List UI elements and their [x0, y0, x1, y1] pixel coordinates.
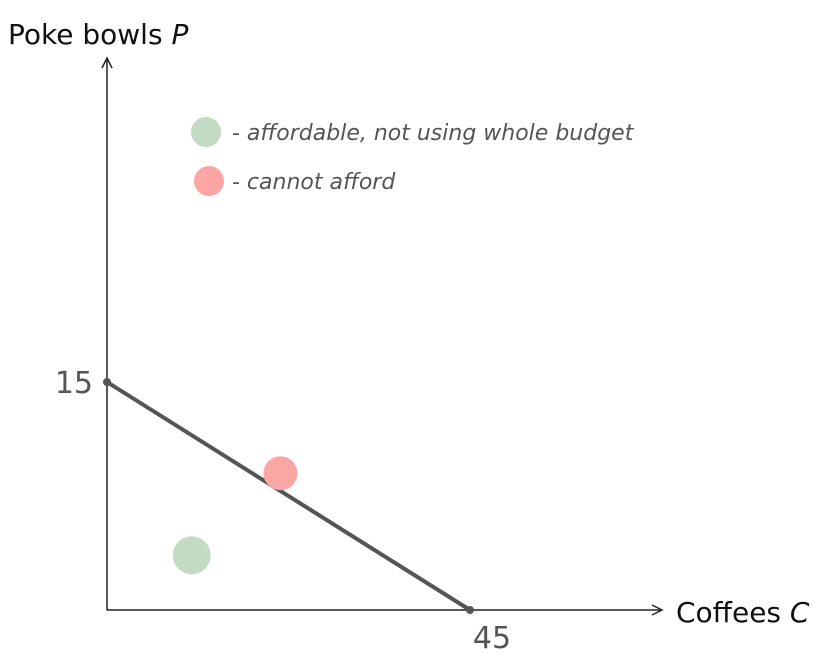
y-tick-label: 15: [55, 366, 93, 401]
x-axis-arrow: [651, 604, 664, 616]
x-intercept-point: [466, 606, 474, 614]
legend-swatch-affordable: [191, 117, 221, 147]
legend-swatch-cannot-afford: [194, 166, 224, 196]
axes: [101, 56, 664, 616]
legend-label-affordable: - affordable, not using whole budget: [232, 121, 635, 146]
legend: - affordable, not using whole budget - c…: [191, 117, 635, 196]
x-axis-title: Coffees C: [676, 596, 810, 629]
budget-line: [105, 380, 472, 612]
data-points: [172, 456, 298, 575]
y-axis-arrow: [101, 56, 113, 69]
cannot-afford-point-0: [263, 456, 298, 491]
y-axis-title: Poke bowls P: [8, 18, 188, 51]
x-tick-label: 45: [473, 621, 511, 656]
affordable-point-0: [172, 536, 211, 575]
y-intercept-point: [103, 378, 111, 386]
legend-label-cannot-afford: - cannot afford: [232, 170, 396, 195]
